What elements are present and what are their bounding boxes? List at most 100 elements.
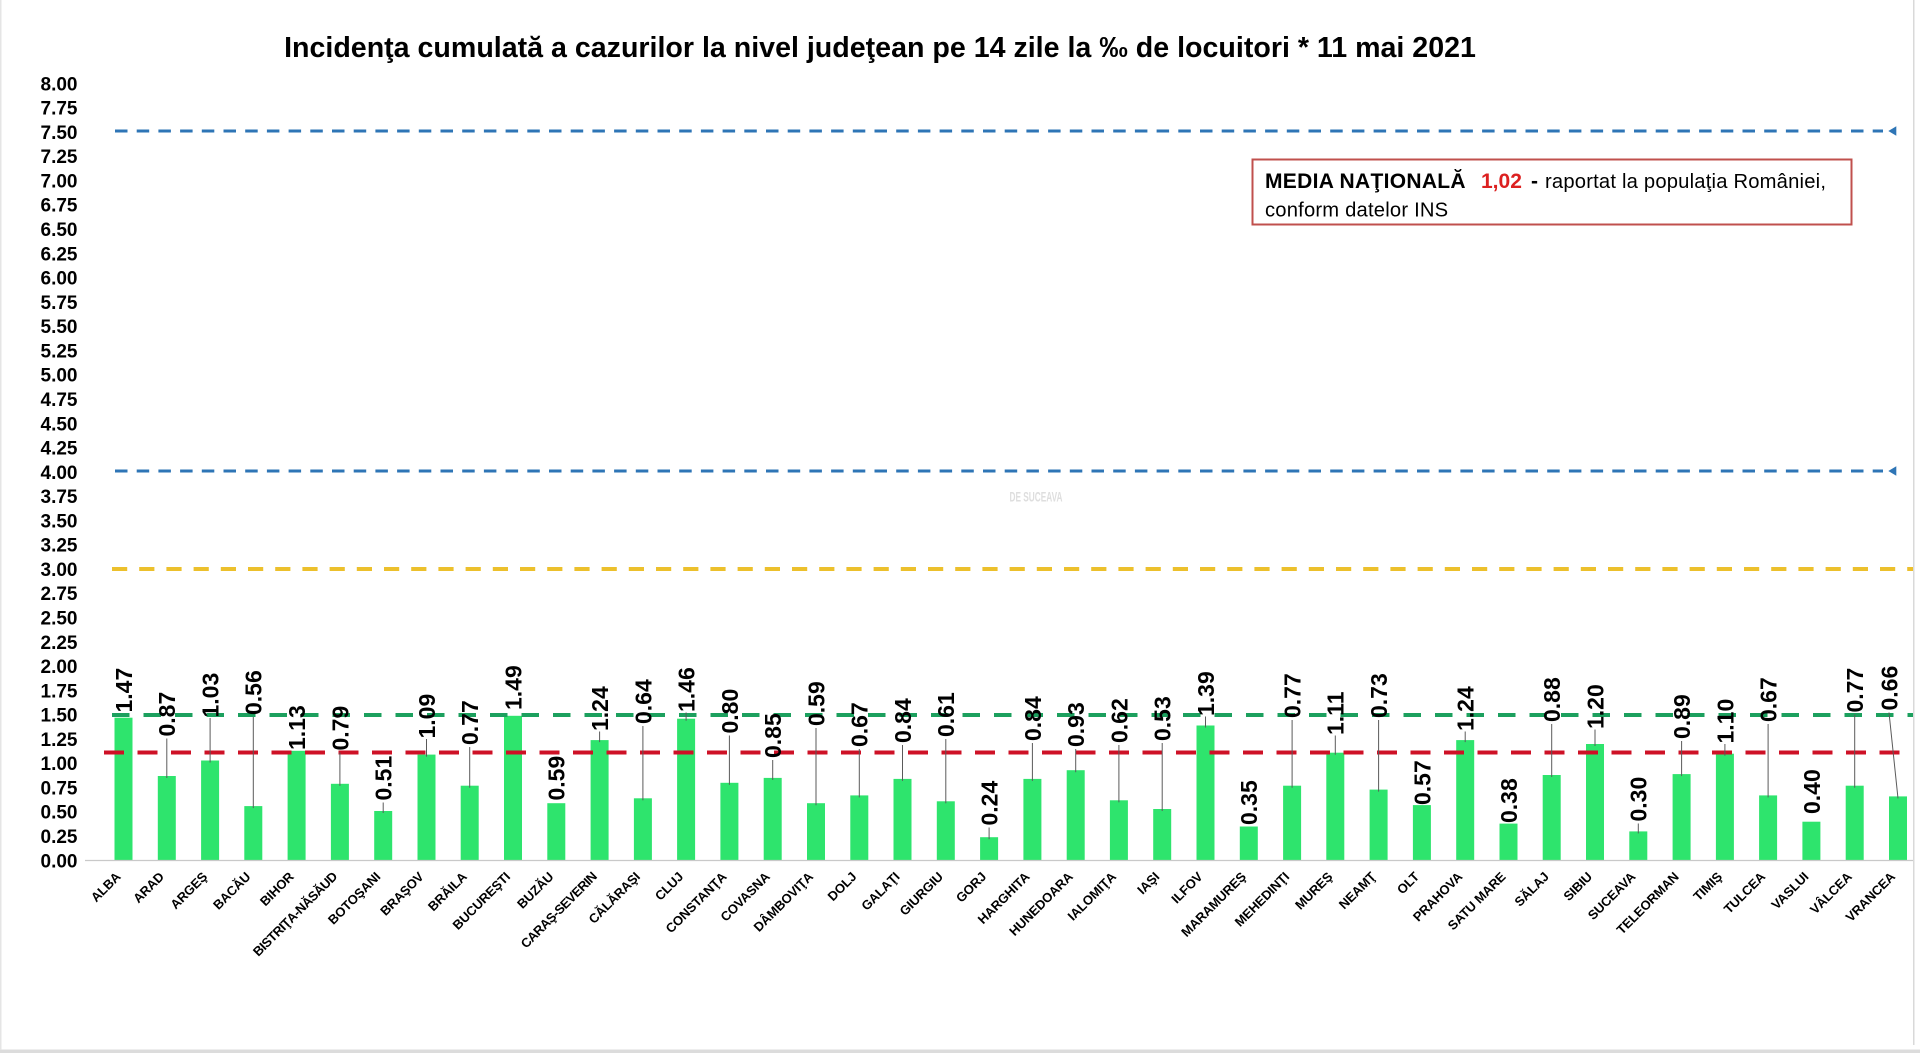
svg-text:1.20: 1.20 (1582, 684, 1608, 729)
svg-text:SĂLAJ: SĂLAJ (1511, 869, 1551, 909)
svg-text:1.24: 1.24 (1453, 686, 1479, 731)
svg-text:7.00: 7.00 (41, 172, 78, 193)
svg-text:1.00: 1.00 (41, 754, 78, 775)
svg-text:0.35: 0.35 (1236, 780, 1262, 825)
svg-text:1.47: 1.47 (111, 668, 137, 713)
svg-text:3.00: 3.00 (41, 560, 78, 581)
svg-text:1.49: 1.49 (500, 665, 526, 710)
svg-text:4.50: 4.50 (41, 414, 78, 435)
svg-text:0.59: 0.59 (803, 681, 829, 726)
svg-text:GORJ: GORJ (953, 869, 989, 905)
svg-text:8.00: 8.00 (41, 74, 78, 95)
svg-text:0.56: 0.56 (241, 670, 267, 715)
svg-text:GIURGIU: GIURGIU (896, 869, 945, 918)
svg-text:TIMIŞ: TIMIŞ (1690, 869, 1725, 904)
svg-text:0.66: 0.66 (1876, 666, 1902, 711)
svg-text:-: - (1531, 170, 1538, 193)
svg-text:conform datelor INS: conform datelor INS (1265, 199, 1448, 221)
svg-text:0.59: 0.59 (544, 756, 570, 801)
svg-text:0.40: 0.40 (1799, 769, 1825, 814)
svg-text:3.25: 3.25 (41, 536, 78, 557)
svg-text:1.09: 1.09 (414, 694, 440, 739)
svg-text:0.77: 0.77 (1280, 673, 1306, 718)
svg-text:SIBIU: SIBIU (1560, 869, 1595, 904)
svg-text:5.25: 5.25 (41, 341, 78, 362)
svg-text:BIHOR: BIHOR (257, 869, 297, 909)
svg-text:BRAŞOV: BRAŞOV (377, 869, 427, 919)
svg-text:0.38: 0.38 (1496, 778, 1522, 823)
svg-text:2.25: 2.25 (41, 633, 78, 654)
svg-text:1.39: 1.39 (1193, 671, 1219, 716)
svg-text:5.75: 5.75 (41, 293, 78, 314)
svg-text:raportat la populaţia României: raportat la populaţia României, (1545, 171, 1826, 193)
svg-text:OLT: OLT (1394, 869, 1422, 897)
svg-text:6.50: 6.50 (41, 220, 78, 241)
svg-text:2.00: 2.00 (41, 657, 78, 678)
svg-text:7.25: 7.25 (41, 147, 78, 168)
svg-text:0.73: 0.73 (1366, 673, 1392, 718)
svg-text:7.50: 7.50 (41, 123, 78, 144)
svg-text:1.75: 1.75 (41, 681, 78, 702)
svg-text:1,02: 1,02 (1481, 170, 1522, 193)
svg-text:0.62: 0.62 (1106, 698, 1132, 743)
svg-text:1.11: 1.11 (1323, 691, 1349, 735)
svg-text:0.77: 0.77 (1842, 668, 1868, 713)
svg-text:2.75: 2.75 (41, 584, 78, 605)
svg-text:0.93: 0.93 (1063, 702, 1089, 747)
svg-text:TULCEA: TULCEA (1721, 869, 1769, 917)
svg-text:0.87: 0.87 (154, 692, 180, 737)
svg-text:0.30: 0.30 (1626, 777, 1652, 822)
svg-text:BUZĂU: BUZĂU (514, 869, 556, 911)
svg-text:3.50: 3.50 (41, 511, 78, 532)
svg-text:0.77: 0.77 (457, 700, 483, 745)
svg-text:CARAŞ-SEVERIN: CARAŞ-SEVERIN (518, 869, 600, 951)
svg-text:4.75: 4.75 (41, 390, 78, 411)
svg-text:1.03: 1.03 (198, 673, 224, 718)
svg-text:0.75: 0.75 (41, 779, 78, 800)
svg-text:IAŞI: IAŞI (1134, 869, 1162, 897)
svg-text:DOLJ: DOLJ (825, 869, 860, 904)
svg-text:0.88: 0.88 (1539, 677, 1565, 722)
svg-text:CLUJ: CLUJ (652, 869, 686, 903)
svg-text:0.50: 0.50 (41, 803, 78, 824)
svg-text:MUREŞ: MUREŞ (1292, 869, 1336, 913)
svg-text:0.24: 0.24 (977, 781, 1003, 826)
svg-text:0.25: 0.25 (41, 827, 78, 848)
svg-text:3.75: 3.75 (41, 487, 78, 508)
svg-text:0.84: 0.84 (1020, 696, 1046, 741)
svg-text:1.50: 1.50 (41, 706, 78, 727)
svg-text:6.75: 6.75 (41, 196, 78, 217)
svg-text:0.84: 0.84 (890, 698, 916, 743)
svg-text:7.75: 7.75 (41, 99, 78, 120)
svg-text:DE SUCEAVA: DE SUCEAVA (1010, 489, 1063, 505)
svg-text:ARAD: ARAD (130, 869, 167, 906)
svg-text:4.00: 4.00 (41, 463, 78, 484)
svg-text:0.51: 0.51 (371, 756, 397, 801)
svg-text:6.00: 6.00 (41, 269, 78, 290)
svg-text:BACĂU: BACĂU (210, 869, 253, 912)
svg-text:0.67: 0.67 (1756, 677, 1782, 722)
svg-text:0.79: 0.79 (327, 706, 353, 751)
svg-text:1.24: 1.24 (587, 686, 613, 731)
svg-text:MEDIA NAŢIONALĂ: MEDIA NAŢIONALĂ (1265, 170, 1466, 193)
svg-text:0.53: 0.53 (1150, 696, 1176, 741)
svg-text:2.50: 2.50 (41, 609, 78, 630)
svg-text:Incidenţa cumulată a cazurilor: Incidenţa cumulată a cazurilor la nivel … (284, 32, 1476, 64)
svg-text:0.67: 0.67 (847, 702, 873, 747)
svg-text:5.50: 5.50 (41, 317, 78, 338)
svg-text:0.61: 0.61 (933, 692, 959, 737)
svg-text:ARGEŞ: ARGEŞ (167, 869, 210, 912)
svg-text:6.25: 6.25 (41, 244, 78, 265)
svg-text:ALBA: ALBA (88, 869, 124, 905)
svg-text:5.00: 5.00 (41, 366, 78, 387)
svg-text:VASLUI: VASLUI (1768, 869, 1811, 912)
svg-text:0.64: 0.64 (630, 679, 656, 724)
svg-text:NEAMŢ: NEAMŢ (1336, 869, 1379, 912)
svg-text:0.80: 0.80 (717, 689, 743, 734)
svg-text:GALAŢI: GALAŢI (858, 869, 902, 913)
svg-text:1.25: 1.25 (41, 730, 78, 751)
svg-text:1.13: 1.13 (284, 705, 310, 750)
svg-text:ILFOV: ILFOV (1168, 869, 1206, 907)
svg-text:0.89: 0.89 (1669, 694, 1695, 739)
svg-text:0.85: 0.85 (760, 713, 786, 758)
